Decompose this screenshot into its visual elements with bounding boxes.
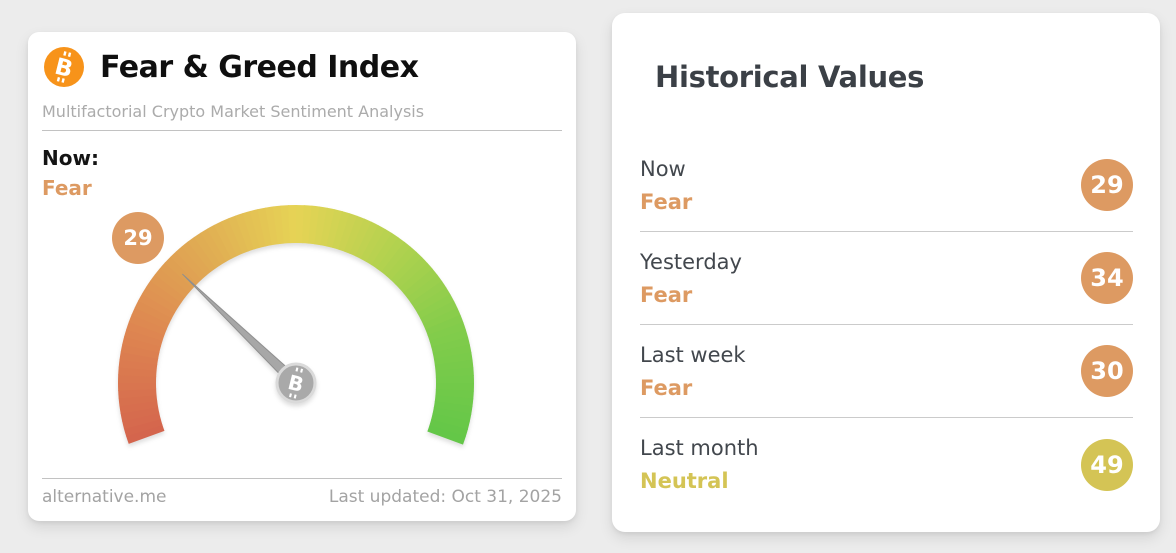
historical-row-now: Now Fear 29 [640,139,1133,232]
classification-label: Neutral [640,469,729,493]
value-circle: 29 [1081,159,1133,211]
historical-title: Historical Values [655,60,925,94]
period-label: Now [640,156,686,181]
historical-row-last-week: Last week Fear 30 [640,325,1133,418]
period-label: Last week [640,342,746,367]
historical-rows: Now Fear 29 Yesterday Fear 34 Last week … [640,139,1133,511]
site-link[interactable]: alternative.me [42,487,167,507]
classification-label: Fear [640,282,693,307]
historical-card: Historical Values Now Fear 29 Yesterday … [612,13,1160,532]
historical-row-yesterday: Yesterday Fear 34 [640,232,1133,325]
hub-bitcoin-icon: B [286,367,307,399]
period-label: Yesterday [640,249,742,274]
svg-text:B: B [52,54,75,83]
card-subtitle: Multifactorial Crypto Market Sentiment A… [42,102,425,121]
card-title: Fear & Greed Index [100,49,419,85]
card-footer: alternative.me Last updated: Oct 31, 202… [42,487,562,507]
now-label: Now: [42,146,99,170]
historical-row-last-month: Last month Neutral 49 [640,418,1133,511]
last-updated: Last updated: Oct 31, 2025 [328,487,562,507]
gauge-value-badge: 29 [112,212,164,264]
footer-divider [42,478,562,479]
value-circle: 30 [1081,345,1133,397]
fear-greed-card: B B Fear & Greed Index Multifactorial Cr… [28,32,576,521]
period-label: Last month [640,436,759,460]
value-circle: 34 [1081,252,1133,304]
classification-label: Fear [640,375,693,400]
now-classification: Fear [42,176,92,200]
card-header: B Fear & Greed Index [44,47,419,87]
bitcoin-icon: B [44,47,84,87]
svg-text:B: B [286,370,307,397]
gauge-hub [275,362,317,404]
gauge-chart: B [118,205,474,445]
value-circle: 49 [1081,438,1133,491]
header-divider [42,130,562,131]
classification-label: Fear [640,189,693,214]
